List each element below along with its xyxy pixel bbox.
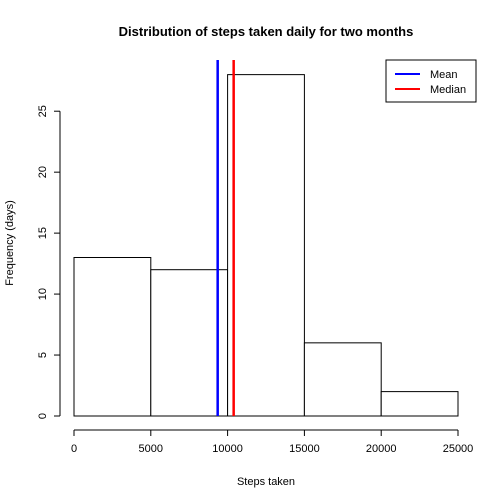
y-tick-label: 25 [37, 105, 49, 117]
legend-box [385, 59, 477, 103]
y-tick-label: 20 [37, 166, 49, 178]
histogram-bars [73, 74, 459, 417]
legend-label-mean: Mean [430, 69, 458, 81]
y-tick-label: 0 [37, 413, 49, 419]
x-tick-label: 5000 [139, 443, 163, 455]
legend: Mean Median [385, 59, 477, 103]
histogram-bar-2 [227, 74, 305, 417]
x-tick-label: 10000 [212, 443, 243, 455]
y-tick-label: 15 [37, 227, 49, 239]
y-axis-label: Frequency (days) [4, 200, 16, 286]
x-axis-label: Steps taken [237, 476, 295, 488]
histogram-bar-3 [303, 342, 382, 417]
x-axis: 0 5000 10000 15000 20000 25000 [71, 429, 474, 455]
y-axis: 0 5 10 15 20 25 [37, 105, 61, 419]
chart-title: Distribution of steps taken daily for tw… [119, 24, 414, 39]
reference-lines [216, 60, 235, 416]
x-tick-label: 20000 [366, 443, 397, 455]
histogram-bar-4 [380, 391, 459, 417]
legend-label-median: Median [430, 84, 466, 96]
y-tick-label: 5 [37, 352, 49, 358]
x-tick-label: 25000 [443, 443, 474, 455]
x-tick-label: 0 [71, 443, 77, 455]
histogram-bar-0 [73, 257, 152, 417]
x-tick-label: 15000 [289, 443, 320, 455]
histogram-bar-1 [150, 269, 229, 417]
y-tick-label: 10 [37, 288, 49, 300]
